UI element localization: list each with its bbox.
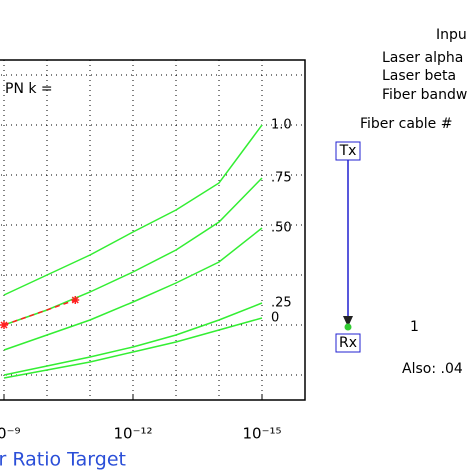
series-label: .25 [271,296,292,311]
series-label: .50 [271,221,292,236]
series-label: 1.0 [271,118,292,133]
star-marker [0,321,8,329]
series-label: 0 [271,311,279,326]
also-note: Also: .04 [402,361,463,377]
chart-title: PN k = [5,81,53,97]
series-line [3,317,263,379]
link-arrow [343,316,353,327]
link-value: 1 [410,319,419,335]
param-label: Fiber bandw [382,87,467,103]
rx-label: Rx [339,335,357,351]
series-line [3,299,76,326]
series-line [3,227,263,351]
x-tick-label: 10⁻¹² [113,425,152,443]
x-tick-label: 10⁻⁹ [0,425,21,443]
panel-heading: Inpu [436,27,467,43]
rx-box [335,333,361,353]
x-axis-title: Error Ratio Target [0,449,126,471]
param-label: Laser alpha [382,50,463,66]
series-line [3,124,263,296]
star-marker [71,296,80,304]
series-label: .75 [271,171,292,186]
link-node [344,323,352,331]
param-label: Laser beta [382,68,456,84]
tx-label: Tx [339,143,357,159]
series-line [3,302,263,376]
x-tick-label: 10⁻¹⁵ [242,425,281,443]
tx-box [335,141,361,161]
fiber-cable-label: Fiber cable # [360,116,452,132]
